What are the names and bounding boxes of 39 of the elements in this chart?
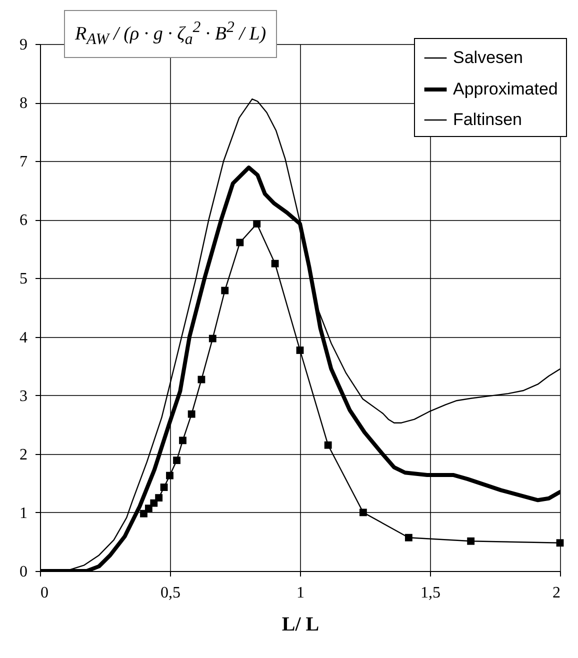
point <box>179 436 186 444</box>
point <box>208 334 216 342</box>
y-tick-label: 0 <box>20 564 28 580</box>
y-tick-label: 6 <box>20 212 28 230</box>
point <box>324 441 332 449</box>
point <box>173 456 180 464</box>
point <box>221 286 229 294</box>
y-tick-label: 8 <box>20 95 28 112</box>
y-tick-label: 5 <box>20 270 28 288</box>
point <box>404 534 412 542</box>
point <box>160 484 168 491</box>
y-tick-label: 3 <box>20 388 28 405</box>
y-tick-label: 4 <box>20 329 28 346</box>
point <box>467 537 475 545</box>
x-tick-label: 0,5 <box>160 584 180 602</box>
point <box>188 410 196 418</box>
point <box>155 494 163 502</box>
x-tick-label: 2 <box>552 584 560 602</box>
y-tick-label: 2 <box>20 446 28 464</box>
point <box>296 346 304 354</box>
legend-label: Faltinsen <box>453 110 522 129</box>
legend-label: Salvesen <box>453 48 523 67</box>
point <box>359 508 367 516</box>
y-tick-label: 7 <box>20 154 28 171</box>
x-tick-label: 1,5 <box>420 584 440 602</box>
point <box>271 260 279 268</box>
point <box>556 539 564 547</box>
x-axis-title: L/ L <box>282 614 320 636</box>
point <box>140 510 148 518</box>
point <box>236 238 244 246</box>
point <box>150 499 158 507</box>
legend-label: Approximated <box>453 80 558 98</box>
y-axis-title: R$_{AW}$ / (ρ · g · ζ$_{a}$$^{2}$ · B$^{2}$ / L) <box>64 10 278 58</box>
x-tick-label: 0 <box>40 584 48 602</box>
y-tick-label: 1 <box>20 504 28 522</box>
y-tick-label: 9 <box>20 36 28 54</box>
point <box>166 472 174 480</box>
x-tick-label: 1 <box>296 584 304 602</box>
point <box>253 220 261 228</box>
